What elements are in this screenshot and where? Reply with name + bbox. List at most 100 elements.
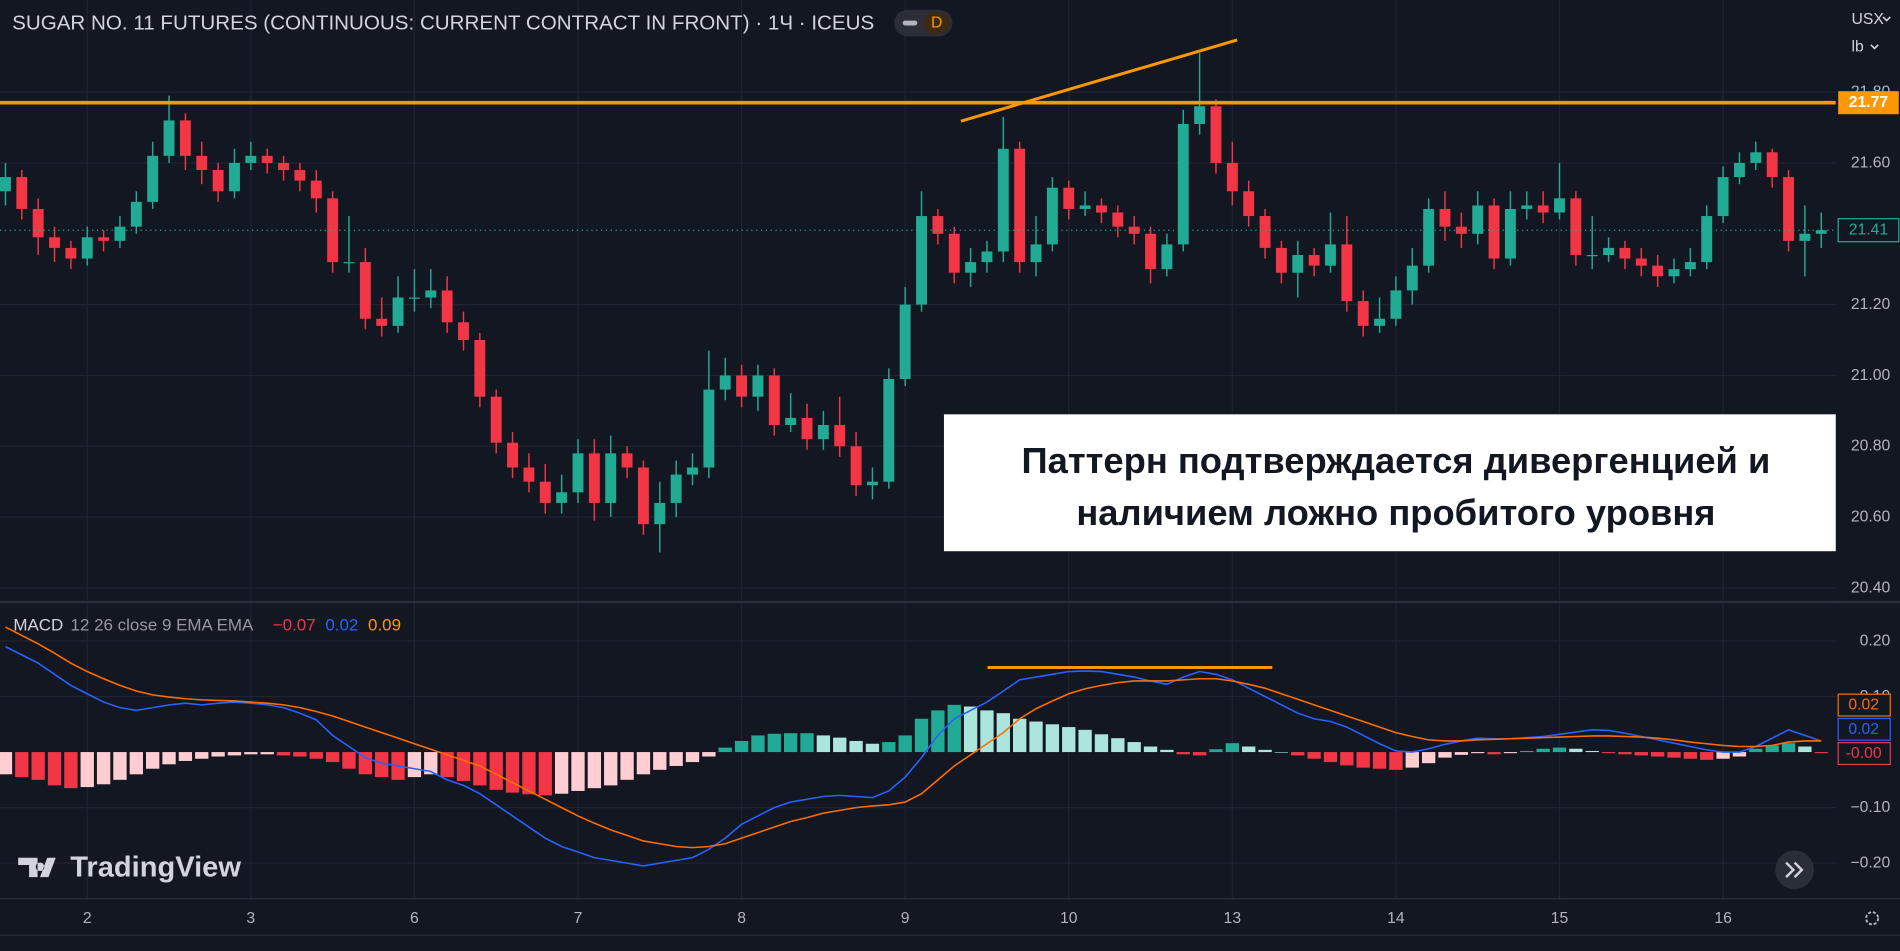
candle-body — [490, 396, 502, 443]
candle-body — [1357, 301, 1369, 326]
level-label-bg — [1838, 91, 1899, 115]
candle-body — [1243, 191, 1255, 217]
candle-body — [1423, 208, 1435, 266]
candle-body — [1570, 198, 1582, 256]
histogram-bar — [358, 752, 373, 775]
histogram-bar — [1454, 752, 1469, 755]
candle-body — [1259, 216, 1271, 248]
candle-body — [1766, 152, 1778, 178]
logo-icon — [18, 857, 56, 878]
candle-body — [1030, 244, 1042, 263]
candle-body — [719, 375, 731, 390]
histogram-bar — [0, 752, 13, 775]
histogram-bar — [1062, 727, 1076, 753]
histogram-bar — [1209, 749, 1223, 753]
unit[interactable]: lb — [1852, 39, 1865, 56]
candle-body — [359, 262, 371, 319]
plot — [0, 53, 1836, 867]
histogram-bar — [375, 752, 389, 778]
candle-body — [997, 148, 1009, 252]
candle-body — [327, 198, 339, 263]
histogram-bar — [407, 752, 422, 778]
y-tick-label: −0.10 — [1850, 799, 1890, 816]
candle-body — [179, 120, 191, 156]
histogram-bar — [1291, 752, 1305, 756]
candle-body — [81, 237, 93, 259]
histogram-bar — [64, 752, 78, 789]
settings-icon[interactable] — [1865, 911, 1880, 926]
x-tick-label: 16 — [1714, 910, 1732, 927]
x-tick-label: 9 — [901, 910, 910, 927]
last-price-bg — [1837, 218, 1900, 243]
candle-body — [866, 481, 878, 486]
badge-d-bg — [923, 12, 950, 34]
histogram-bar — [293, 752, 307, 757]
candle-body — [294, 170, 306, 181]
value-label-bg — [1837, 717, 1891, 741]
candle-body — [621, 453, 633, 468]
histogram-bar — [1258, 749, 1272, 753]
candle-body — [1750, 152, 1762, 163]
x-tick-label: 2 — [83, 910, 92, 927]
logo-text[interactable]: TradingView — [70, 851, 241, 883]
histogram-bar — [146, 752, 160, 769]
candle-body — [49, 237, 60, 248]
candle-body — [801, 417, 813, 440]
histogram-bar — [669, 752, 683, 766]
value-label: 0.02 — [1848, 721, 1879, 738]
candle-body — [965, 262, 977, 273]
candle-body — [1684, 262, 1696, 270]
candle-body — [1128, 226, 1140, 234]
histogram-bar — [1618, 752, 1632, 755]
candle-body — [1439, 208, 1451, 227]
candle-body — [1619, 247, 1631, 259]
histogram-bar — [783, 733, 798, 753]
candle-body — [229, 162, 240, 192]
histogram-bar — [1798, 746, 1812, 753]
currency[interactable]: USX — [1852, 11, 1885, 28]
candle-body — [637, 467, 649, 525]
candle-body — [768, 375, 780, 426]
candle-body — [948, 233, 960, 273]
value-label: -0.00 — [1846, 745, 1882, 762]
y-tick-label: 20.80 — [1851, 438, 1891, 455]
histogram-bar — [587, 752, 602, 789]
histogram-bar — [1503, 752, 1518, 754]
histogram-bar — [178, 752, 193, 761]
candle-body — [1603, 247, 1615, 256]
last-price-label: 21.41 — [1849, 222, 1888, 239]
histogram-bar — [80, 752, 94, 788]
candle-body — [670, 474, 682, 503]
histogram-bar — [1127, 742, 1141, 753]
candle-body — [310, 180, 322, 199]
y-tick-label: 20.60 — [1851, 509, 1891, 526]
candle-body — [98, 237, 110, 241]
x-tick-label: 10 — [1060, 910, 1078, 927]
candle-body — [1275, 247, 1287, 273]
indicator-value: 0.02 — [325, 616, 358, 635]
candle-body — [572, 453, 584, 493]
candle-body — [1455, 226, 1467, 234]
candle-body — [1406, 265, 1418, 291]
candle-body — [1308, 255, 1320, 266]
histogram-bar — [620, 752, 634, 780]
candle-body — [507, 442, 519, 468]
histogram-bar — [702, 752, 716, 757]
candle-body — [0, 177, 11, 192]
x-tick-label: 8 — [737, 910, 746, 927]
histogram-bar — [342, 752, 356, 769]
histogram-bar — [882, 742, 896, 753]
candle-body — [1733, 162, 1745, 178]
indicator-value: −0.07 — [273, 616, 316, 635]
scroll-icon — [1785, 861, 1804, 878]
candle-body — [1046, 187, 1058, 245]
x-tick-label: 6 — [410, 910, 419, 927]
candle-body — [1374, 318, 1386, 326]
candle-body — [850, 446, 862, 486]
candle-body — [1096, 205, 1107, 213]
histogram-bar — [276, 752, 291, 756]
candle-body — [458, 322, 469, 341]
overlay: SUGAR NO. 11 FUTURES (CONTINUOUS: CURREN… — [12, 9, 1891, 926]
candle-body — [523, 467, 535, 482]
